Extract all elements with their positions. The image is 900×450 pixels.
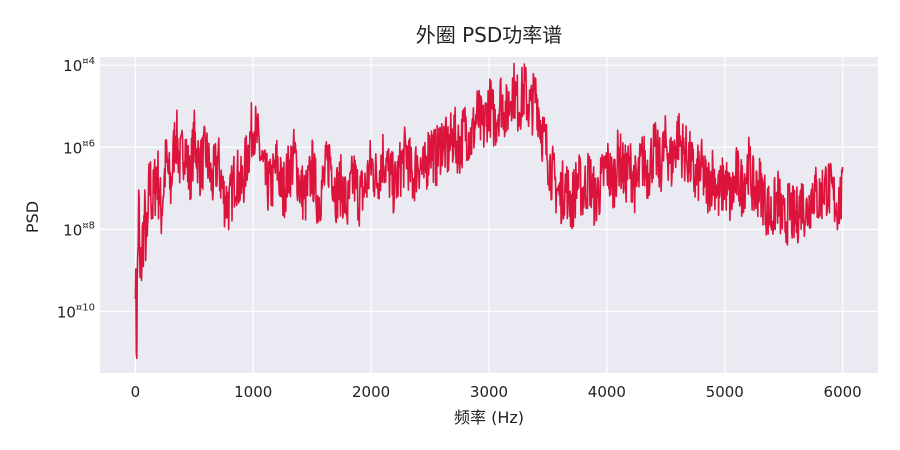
y-axis-ticks: 10¤4 10¤6 10¤8 10¤10 <box>57 56 95 321</box>
x-tick-label: 6000 <box>824 383 862 401</box>
x-axis-ticks: 0 1000 2000 3000 4000 5000 6000 <box>131 383 862 401</box>
x-tick-label: 1000 <box>234 383 272 401</box>
series-line-psd <box>134 62 844 360</box>
y-tick-label: 10¤8 <box>63 220 95 239</box>
y-axis-label: PSD <box>23 201 42 233</box>
grid <box>100 57 878 373</box>
x-axis-label: 频率 (Hz) <box>454 408 524 427</box>
x-tick-label: 3000 <box>470 383 508 401</box>
y-tick-label: 10¤6 <box>63 138 95 157</box>
chart-title: 外圈 PSD功率谱 <box>416 23 563 47</box>
x-tick-label: 2000 <box>352 383 390 401</box>
x-tick-label: 4000 <box>588 383 626 401</box>
x-tick-label: 0 <box>131 383 141 401</box>
x-tick-label: 5000 <box>706 383 744 401</box>
y-tick-label: 10¤10 <box>57 302 95 321</box>
y-tick-label: 10¤4 <box>63 56 95 75</box>
